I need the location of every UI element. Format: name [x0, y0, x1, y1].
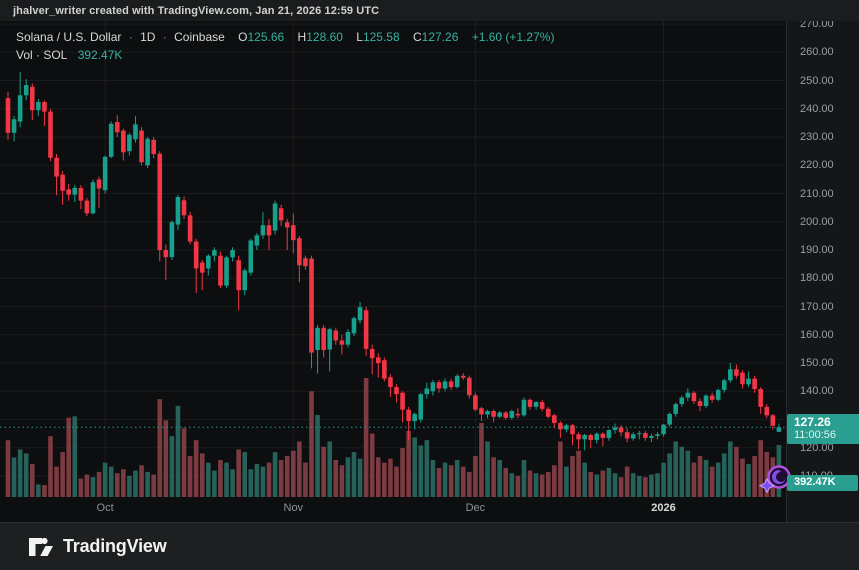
price-axis-label: 150.00 [800, 357, 834, 370]
price-axis-label: 140.00 [800, 385, 834, 398]
price-axis-label: 260.00 [800, 46, 834, 59]
volume-label: Vol · SOL [16, 48, 68, 62]
footer-bar: TradingView [0, 523, 859, 570]
attribution-text: jhalver_writer created with TradingView.… [13, 4, 380, 17]
close-label: C [413, 30, 422, 44]
open-label: O [238, 30, 248, 44]
symbol-legend-row[interactable]: Solana / U.S. Dollar · 1D · Coinbase O12… [16, 29, 554, 46]
swirl-spiral-icon [772, 470, 786, 484]
tradingview-logo-icon [29, 537, 53, 556]
brand-wordmark: TradingView [63, 536, 167, 556]
chart-legend: Solana / U.S. Dollar · 1D · Coinbase O12… [16, 29, 554, 65]
low-value: 125.58 [362, 30, 400, 44]
time-axis[interactable]: Oct Nov Dec 2026 [0, 498, 786, 522]
price-axis-label: 270.00 [800, 21, 834, 31]
volume-legend-row[interactable]: Vol · SOL 392.47K [16, 47, 554, 64]
time-axis-label: Nov [283, 502, 304, 514]
price-axis-label: 230.00 [800, 131, 834, 144]
volume-value: 392.47K [77, 48, 123, 62]
interval-label: 1D [140, 30, 156, 44]
price-axis-label: 190.00 [800, 244, 834, 257]
separator-dot: · [162, 30, 167, 44]
price-axis-label: 250.00 [800, 74, 834, 87]
separator-dot: · [128, 30, 133, 44]
price-axis-label: 220.00 [800, 159, 834, 172]
last-price-badge: 127.26 11:00:56 [787, 414, 859, 445]
last-price-value: 127.26 [794, 415, 831, 430]
price-axis-label: 180.00 [800, 272, 834, 285]
bar-countdown: 11:00:56 [794, 429, 837, 442]
footer-divider [0, 522, 859, 523]
price-axis-label: 170.00 [800, 300, 834, 313]
price-axis-label: 120.00 [800, 441, 834, 454]
price-axis-label: 160.00 [800, 328, 834, 341]
high-label: H [297, 30, 307, 44]
price-axis-label: 200.00 [800, 215, 834, 228]
price-axis-label: 210.00 [800, 187, 834, 200]
exchange-label: Coinbase [174, 30, 225, 44]
volume-value-badge: 392.47K [787, 475, 858, 491]
time-axis-label: Oct [96, 502, 114, 514]
price-axis-label: 240.00 [800, 102, 834, 115]
low-label: L [356, 30, 363, 44]
symbol-name: Solana / U.S. Dollar [16, 30, 122, 44]
open-value: 125.66 [247, 30, 285, 44]
sparkle-star-icon [758, 477, 776, 494]
high-value: 128.60 [306, 30, 343, 44]
time-axis-label: 2026 [651, 502, 676, 514]
change-value: +1.60 (+1.27%) [471, 30, 555, 44]
time-axis-label: Dec [465, 502, 486, 514]
close-value: 127.26 [421, 30, 459, 44]
tradingview-logo[interactable]: TradingView [28, 535, 167, 559]
attribution-bar: jhalver_writer created with TradingView.… [0, 0, 859, 21]
price-axis-labels: 270.00 260.00 250.00 240.00 230.00 220.00 210.… [786, 21, 859, 522]
